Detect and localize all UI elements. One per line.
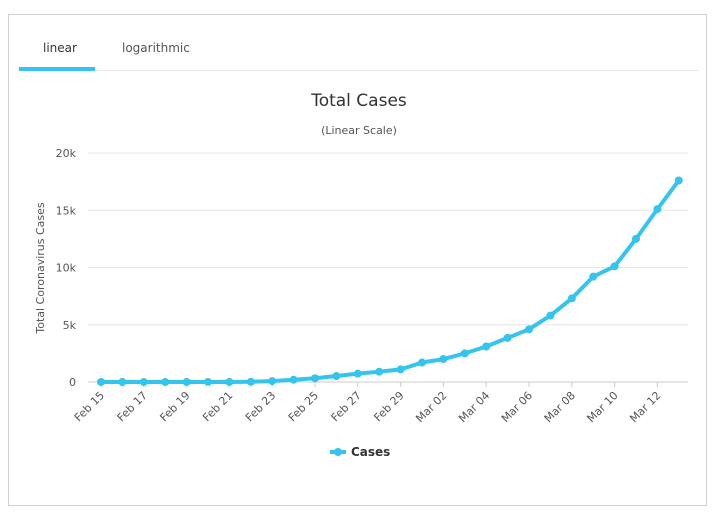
x-tick-label: Mar 04 [456, 389, 492, 425]
x-tick-label: Feb 25 [286, 389, 321, 424]
data-point[interactable] [268, 377, 277, 386]
x-tick-label: Mar 10 [584, 389, 620, 425]
scale-tabs: linear logarithmic [19, 15, 698, 71]
data-point[interactable] [674, 176, 683, 185]
x-tick-label: Feb 17 [115, 389, 150, 424]
data-point[interactable] [246, 377, 255, 386]
data-point[interactable] [332, 372, 341, 381]
data-point[interactable] [653, 205, 662, 214]
data-point[interactable] [225, 377, 234, 386]
x-tick-label: Mar 08 [542, 389, 578, 425]
y-tick-label: 5k [63, 319, 77, 332]
data-point[interactable] [589, 272, 598, 281]
x-tick-label: Mar 02 [413, 389, 449, 425]
data-point[interactable] [610, 262, 619, 271]
x-tick-label: Feb 19 [157, 389, 192, 424]
y-axis-label: Total Coronavirus Cases [34, 202, 47, 335]
data-point[interactable] [525, 325, 533, 334]
chart-subtitle: (Linear Scale) [321, 124, 397, 137]
x-tick-label: Feb 15 [72, 389, 107, 424]
x-tick-label: Mar 12 [627, 389, 663, 425]
data-point[interactable] [97, 377, 105, 386]
data-point[interactable] [204, 377, 212, 386]
x-tick-label: Feb 29 [371, 389, 406, 424]
data-point[interactable] [289, 375, 298, 384]
data-point[interactable] [396, 365, 405, 374]
data-point[interactable] [311, 374, 319, 383]
data-point[interactable] [546, 311, 555, 320]
data-point[interactable] [418, 358, 426, 367]
active-tab-indicator [19, 67, 95, 71]
legend-label-cases: Cases [351, 445, 390, 459]
series-line-cases [99, 178, 681, 384]
data-point[interactable] [567, 294, 576, 303]
data-point[interactable] [182, 377, 191, 386]
x-tick-label: Feb 21 [200, 389, 235, 424]
y-tick-label: 15k [56, 204, 77, 217]
chart-title: Total Cases [310, 91, 407, 111]
y-tick-label: 10k [56, 262, 77, 275]
y-tick-label: 0 [69, 376, 76, 389]
data-point[interactable] [139, 377, 148, 386]
data-point[interactable] [439, 355, 448, 364]
tab-linear[interactable]: linear [43, 41, 77, 55]
data-point[interactable] [118, 377, 127, 386]
data-point[interactable] [353, 369, 362, 378]
data-point[interactable] [161, 377, 170, 386]
data-point[interactable] [632, 234, 640, 243]
x-tick-label: Mar 06 [499, 389, 535, 425]
data-point[interactable] [482, 342, 491, 351]
chart-container: linear logarithmic [8, 14, 707, 506]
data-point[interactable] [460, 349, 469, 358]
tab-logarithmic[interactable]: logarithmic [122, 41, 190, 55]
x-tick-label: Feb 23 [243, 389, 278, 424]
data-point[interactable] [375, 367, 384, 376]
y-tick-label: 20k [56, 147, 77, 160]
legend[interactable]: Cases [330, 445, 390, 459]
x-tick-label: Feb 27 [329, 389, 364, 424]
legend-marker-cases [334, 448, 342, 456]
data-point[interactable] [503, 333, 512, 342]
